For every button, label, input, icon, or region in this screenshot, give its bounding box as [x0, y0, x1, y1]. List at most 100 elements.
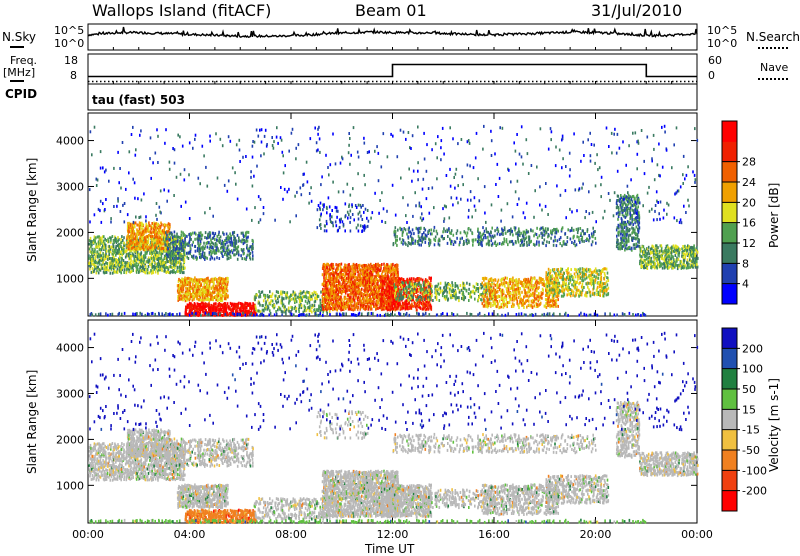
power-cell — [243, 248, 245, 251]
power-cell — [397, 274, 399, 277]
power-cell — [123, 265, 125, 268]
power-cell — [346, 273, 348, 276]
power-cell — [177, 257, 179, 260]
x-tick-label: 12:00 — [377, 528, 409, 541]
power-cell — [474, 286, 476, 289]
power-cell — [405, 281, 407, 284]
power-cell — [210, 250, 212, 253]
power-cell — [440, 287, 442, 290]
power-cell — [149, 263, 151, 266]
power-cell — [238, 250, 240, 253]
power-cell — [156, 251, 158, 254]
power-cell — [431, 285, 433, 288]
power-cell — [341, 298, 343, 301]
power-cell — [464, 284, 466, 287]
power-cell — [246, 244, 248, 247]
power-cell — [106, 250, 108, 253]
power-cell — [180, 263, 182, 266]
power-cell — [250, 302, 252, 305]
power-cell — [173, 245, 175, 248]
power-cell — [282, 291, 284, 294]
power-cell — [327, 287, 329, 290]
power-cell — [152, 271, 154, 274]
power-cell — [485, 283, 487, 286]
power-cell — [178, 236, 180, 239]
x-tick-label: 20:00 — [580, 528, 612, 541]
power-cell — [281, 310, 283, 313]
power-cell — [288, 307, 290, 310]
power-cell — [384, 298, 386, 301]
power-cell — [209, 304, 211, 307]
power-cell — [450, 284, 452, 287]
power-cell — [177, 270, 179, 273]
power-cell — [412, 296, 414, 299]
power-cell — [418, 296, 420, 299]
power-cell — [446, 291, 448, 294]
power-cell — [400, 293, 402, 296]
power-cell — [363, 300, 365, 303]
power-cell — [123, 242, 125, 245]
power-cell — [152, 235, 154, 238]
power-cell — [454, 292, 456, 295]
power-cell — [369, 285, 371, 288]
power-cell — [173, 269, 175, 272]
power-cell — [244, 257, 246, 260]
power-cell — [411, 280, 413, 283]
power-cell — [206, 257, 208, 260]
power-cell — [360, 306, 362, 309]
power-cell — [235, 245, 237, 248]
power-cell — [252, 258, 254, 261]
power-cell — [413, 278, 415, 281]
power-cell — [356, 263, 358, 266]
power-cell — [181, 231, 183, 234]
power-cell — [203, 242, 205, 245]
power-cell — [428, 289, 430, 292]
power-cell — [457, 287, 459, 290]
power-cell — [205, 309, 207, 312]
power-cell — [457, 296, 459, 299]
power-cell — [478, 296, 480, 299]
power-cell — [169, 245, 171, 248]
power-cell — [135, 255, 137, 258]
power-cell — [335, 285, 337, 288]
power-cell — [181, 278, 183, 281]
power-cell — [141, 251, 143, 254]
power-cell — [485, 289, 487, 292]
power-cell — [151, 231, 153, 234]
power-cell — [379, 289, 381, 292]
power-cell — [339, 282, 341, 285]
power-cell — [115, 245, 117, 248]
power-cell — [177, 266, 179, 269]
power-cell — [207, 277, 209, 280]
power-cell — [223, 243, 225, 246]
power-cell — [202, 248, 204, 251]
power-cell — [123, 259, 125, 262]
power-cell — [151, 260, 153, 263]
power-cell — [131, 236, 133, 239]
power-cell — [421, 296, 423, 299]
power-cell — [481, 282, 483, 285]
power-cell — [126, 245, 128, 248]
power-cell — [328, 273, 330, 276]
power-cell — [278, 300, 280, 303]
power-cell — [222, 295, 224, 298]
power-cell — [461, 297, 463, 300]
power-cell — [211, 253, 213, 256]
power-cell — [143, 248, 145, 251]
power-cell — [321, 307, 323, 310]
power-cell — [275, 295, 277, 298]
power-cell — [358, 296, 360, 299]
power-cell — [269, 290, 271, 293]
power-cell — [184, 267, 186, 270]
power-cell — [377, 301, 379, 304]
power-cell — [447, 287, 449, 290]
power-cell — [189, 302, 191, 305]
power-cell — [215, 232, 217, 235]
power-cell — [227, 277, 229, 280]
power-cell — [424, 298, 426, 301]
power-cell — [287, 291, 289, 294]
power-cell — [490, 302, 492, 305]
power-cell — [486, 282, 488, 285]
power-cell — [351, 304, 353, 307]
power-cell — [418, 288, 420, 291]
